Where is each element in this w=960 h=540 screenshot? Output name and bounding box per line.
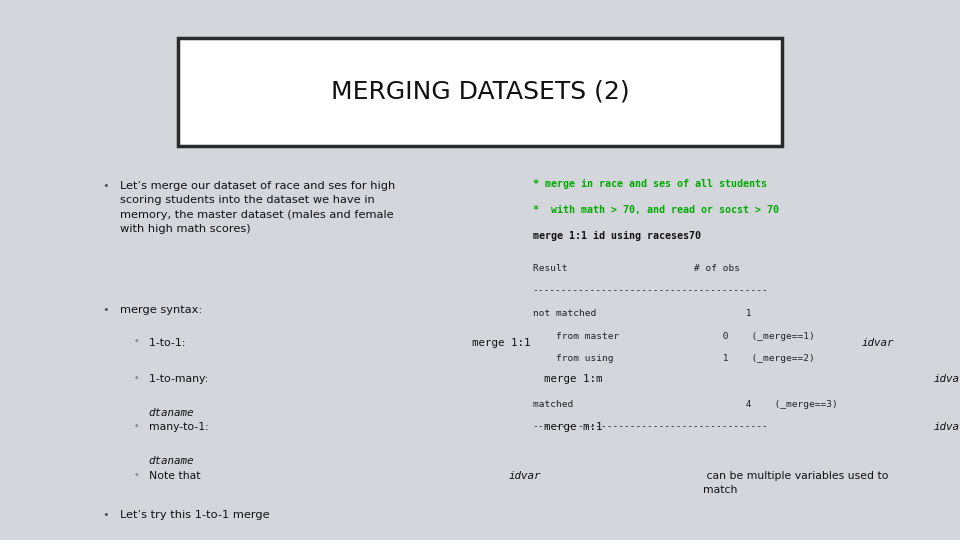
Text: 1-to-many:: 1-to-many: — [149, 374, 211, 384]
Text: -----------------------------------------: ----------------------------------------… — [533, 286, 769, 295]
FancyBboxPatch shape — [178, 38, 782, 146]
Text: merge m:1: merge m:1 — [544, 422, 610, 433]
Text: not matched                          1: not matched 1 — [533, 309, 752, 318]
Text: Let’s merge our dataset of race and ses for high
scoring students into the datas: Let’s merge our dataset of race and ses … — [120, 181, 396, 234]
Text: idvar: idvar — [862, 338, 894, 348]
Text: idvar: idvar — [508, 471, 540, 481]
Text: Note that: Note that — [149, 471, 204, 481]
Text: 1-to-1:: 1-to-1: — [149, 338, 192, 348]
Text: •: • — [103, 181, 109, 191]
Text: can be multiple variables used to
match: can be multiple variables used to match — [703, 471, 888, 495]
Text: merge syntax:: merge syntax: — [120, 305, 203, 315]
Text: idvar: idvar — [933, 374, 960, 384]
Text: •: • — [103, 510, 109, 521]
Text: •: • — [133, 338, 139, 347]
Text: dtaname: dtaname — [149, 408, 194, 418]
Text: Let’s try this 1-to-1 merge: Let’s try this 1-to-1 merge — [120, 510, 270, 521]
Text: -----------------------------------------: ----------------------------------------… — [533, 422, 769, 431]
Text: •: • — [133, 471, 139, 480]
Text: from using                   1    (_merge==2): from using 1 (_merge==2) — [533, 354, 814, 363]
Text: merge 1:m: merge 1:m — [544, 374, 610, 384]
Text: Result                      # of obs: Result # of obs — [533, 264, 740, 273]
Text: dtaname: dtaname — [149, 456, 194, 467]
Text: •: • — [103, 305, 109, 315]
Text: many-to-1:: many-to-1: — [149, 422, 212, 433]
Text: merge 1:1 id using raceses70: merge 1:1 id using raceses70 — [533, 231, 701, 241]
Text: idvar: idvar — [933, 422, 960, 433]
Text: MERGING DATASETS (2): MERGING DATASETS (2) — [330, 80, 630, 104]
Text: matched                              4    (_merge==3): matched 4 (_merge==3) — [533, 400, 837, 409]
Text: •: • — [133, 422, 139, 431]
Text: merge 1:1: merge 1:1 — [472, 338, 538, 348]
Text: from master                  0    (_merge==1): from master 0 (_merge==1) — [533, 332, 814, 341]
Text: •: • — [133, 374, 139, 383]
Text: * merge in race and ses of all students: * merge in race and ses of all students — [533, 179, 767, 190]
Text: *  with math > 70, and read or socst > 70: * with math > 70, and read or socst > 70 — [533, 205, 779, 215]
